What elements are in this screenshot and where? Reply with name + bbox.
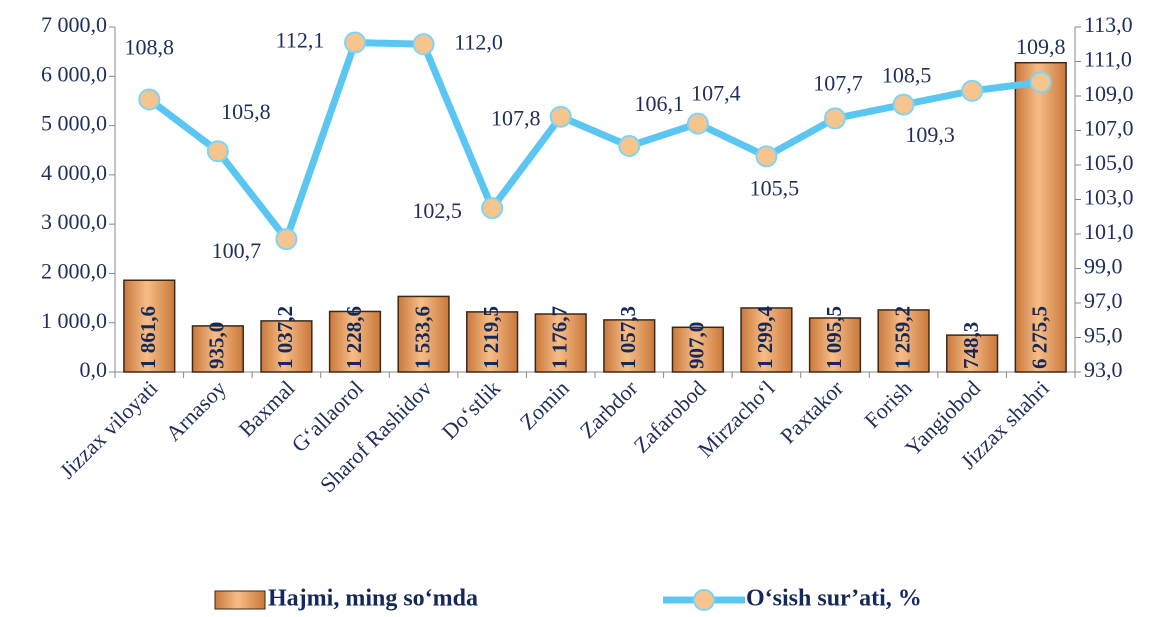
bar-value-label: 1 176,7 [548, 306, 572, 369]
bar [603, 319, 656, 373]
bar-value-label: 1 095,5 [822, 306, 846, 369]
y2-tick-label: 107,0 [1084, 116, 1134, 141]
legend-marker [693, 589, 715, 611]
line-value-label: 109,3 [905, 122, 955, 147]
y2-tick-label: 111,0 [1084, 47, 1132, 72]
line-value-label: 107,7 [813, 70, 863, 95]
bar-value-label: 1 228,6 [342, 306, 366, 369]
bar-value-label: 935,0 [205, 322, 229, 369]
line-marker [344, 31, 366, 54]
y2-tick-label: 97,0 [1084, 288, 1123, 313]
bar-value-label: 6 275,5 [1028, 306, 1052, 369]
bar [123, 279, 176, 373]
bar-value-label: 1 219,5 [479, 306, 503, 369]
line-value-label: 107,8 [491, 106, 541, 131]
line-marker [549, 105, 572, 128]
bar [260, 320, 313, 373]
y2-tick-label: 93,0 [1084, 357, 1123, 382]
bar [740, 307, 793, 373]
line-value-label: 100,7 [212, 238, 262, 263]
y2-tick-label: 103,0 [1084, 185, 1134, 210]
y-tick-label: 6 000,0 [41, 61, 107, 86]
y-tick-label: 5 000,0 [41, 111, 107, 136]
line-marker [686, 112, 709, 135]
y2-tick-label: 99,0 [1084, 254, 1123, 279]
bar [671, 326, 724, 373]
y-tick-label: 7 000,0 [41, 12, 107, 37]
x-tick-label: Do‘stlik [437, 375, 506, 444]
line-value-label: 108,5 [882, 63, 932, 88]
bar-value-label: 748,3 [959, 322, 983, 369]
bar [466, 311, 519, 373]
bar [877, 309, 930, 373]
x-tick-label: Zomin [515, 375, 574, 434]
bar-value-label: 1 861,6 [136, 306, 160, 369]
line-value-label: 109,8 [1016, 34, 1066, 59]
bar [946, 334, 999, 373]
bar-value-label: 1 533,6 [410, 306, 434, 369]
x-tick-label: Jizzax viloyati [54, 375, 162, 483]
bar-value-label: 907,0 [685, 322, 709, 369]
bar-value-label: 1 057,3 [616, 306, 640, 369]
y2-tick-label: 95,0 [1084, 323, 1123, 348]
line-marker [824, 107, 846, 130]
bar [808, 317, 862, 373]
bar [1014, 61, 1067, 373]
line-marker [206, 140, 229, 163]
y-tick-label: 3 000,0 [41, 209, 107, 234]
y-tick-label: 0,0 [80, 357, 108, 382]
bar [191, 325, 244, 373]
line-marker [275, 228, 298, 251]
line-marker [481, 197, 504, 220]
line-marker [618, 135, 641, 158]
x-tick-label: Forish [859, 375, 916, 432]
line-marker [1029, 71, 1052, 94]
y2-tick-label: 105,0 [1084, 150, 1134, 175]
line-marker [892, 93, 915, 116]
bar-value-label: 1 037,2 [273, 306, 297, 369]
line-marker [412, 33, 435, 56]
line-value-label: 107,4 [691, 81, 741, 106]
bar [534, 313, 587, 373]
y-tick-label: 1 000,0 [41, 308, 107, 333]
line-value-label: 105,5 [750, 175, 800, 200]
line-marker [138, 88, 161, 111]
line-marker [755, 145, 778, 168]
bar-value-label: 1 259,2 [890, 306, 914, 369]
bar-value-label: 1 299,4 [753, 306, 777, 370]
line-value-label: 112,1 [276, 28, 325, 53]
x-tick-label: Paxtakor [775, 375, 848, 448]
bar [328, 310, 382, 373]
y-tick-label: 2 000,0 [41, 258, 107, 283]
legend-label: Hajmi, ming so‘mda [268, 586, 478, 612]
bar [397, 295, 450, 373]
x-tick-label: Baxmal [233, 375, 299, 441]
x-tick-label: Arnasoy [161, 375, 231, 445]
y2-tick-label: 109,0 [1084, 81, 1134, 106]
y2-tick-label: 113,0 [1084, 12, 1133, 37]
line [147, 39, 1042, 243]
line-value-label: 105,8 [221, 99, 271, 124]
line-value-label: 102,5 [412, 198, 462, 223]
y-tick-label: 4 000,0 [41, 160, 107, 185]
legend-label: O‘sish sur’ati, % [746, 586, 922, 612]
line-value-label: 106,1 [635, 91, 685, 116]
line-value-label: 108,8 [125, 34, 175, 59]
line-marker [961, 79, 984, 102]
legend-swatch [214, 590, 266, 610]
line-value-label: 112,0 [454, 29, 503, 54]
y2-tick-label: 101,0 [1084, 219, 1134, 244]
x-tick-label: Zarbdor [575, 375, 643, 443]
